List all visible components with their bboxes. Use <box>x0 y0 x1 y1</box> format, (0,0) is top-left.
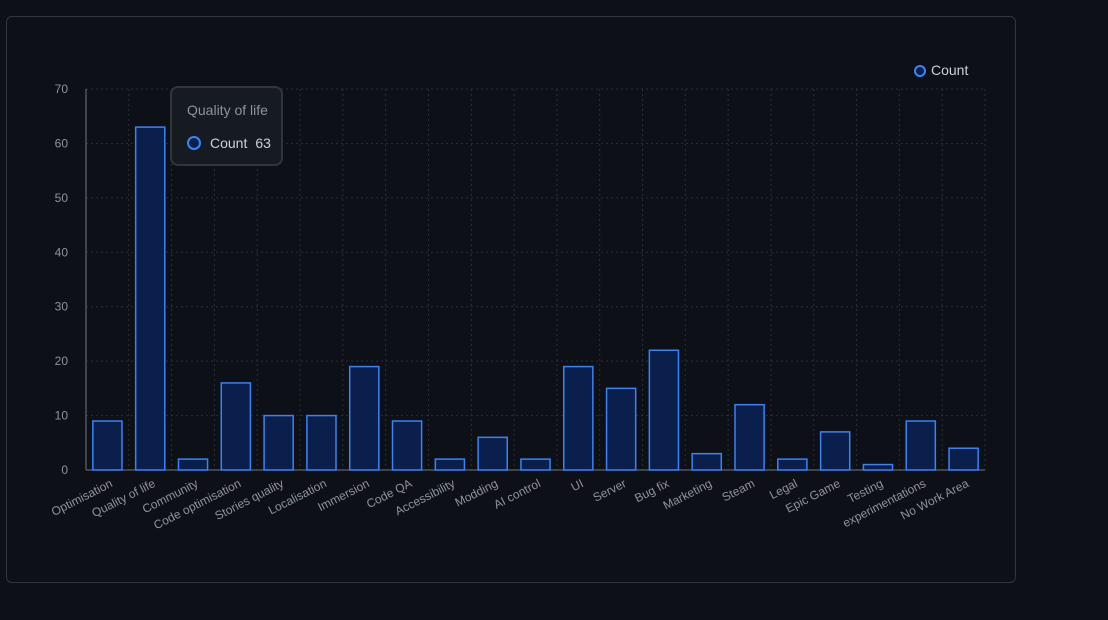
tooltip-value: 63 <box>255 135 271 151</box>
bar[interactable] <box>862 463 894 471</box>
bar[interactable] <box>648 349 680 471</box>
bar[interactable] <box>306 414 337 471</box>
tooltip-swatch <box>187 136 201 150</box>
y-tick-label: 70 <box>55 82 69 96</box>
bar[interactable] <box>92 420 123 471</box>
bar[interactable] <box>948 447 979 471</box>
legend[interactable]: Count <box>914 62 968 78</box>
bar[interactable] <box>348 365 380 471</box>
x-tick-label: Steam <box>720 476 757 504</box>
x-tick-label: Modding <box>453 476 500 509</box>
y-tick-label: 60 <box>55 136 69 150</box>
tooltip-row: Count 63 <box>187 135 281 151</box>
x-tick-label: Marketing <box>661 476 714 512</box>
y-tick-label: 20 <box>55 354 69 368</box>
y-tick-label: 10 <box>55 409 69 423</box>
bar[interactable] <box>134 126 166 471</box>
x-tick-label: AI control <box>491 476 543 511</box>
bar[interactable] <box>905 420 937 471</box>
tooltip-title: Quality of life <box>187 102 268 118</box>
bar[interactable] <box>819 431 851 471</box>
bar[interactable] <box>434 458 466 471</box>
bar[interactable] <box>520 458 551 471</box>
y-tick-label: 30 <box>55 300 69 314</box>
bar[interactable] <box>391 420 423 471</box>
x-tick-label: Server <box>591 476 629 505</box>
x-tick-label: UI <box>569 476 586 494</box>
tooltip-series-label: Count <box>210 135 248 151</box>
y-tick-label: 40 <box>55 245 69 259</box>
bar[interactable] <box>177 458 209 471</box>
y-tick-label: 50 <box>55 191 69 205</box>
bar[interactable] <box>691 452 723 471</box>
bar[interactable] <box>263 414 294 471</box>
bar[interactable] <box>220 382 252 471</box>
legend-swatch <box>914 65 926 77</box>
legend-label: Count <box>931 62 968 78</box>
grid <box>86 88 986 470</box>
y-tick-label: 0 <box>61 463 68 477</box>
bar[interactable] <box>734 403 765 471</box>
bar[interactable] <box>477 436 508 471</box>
bars[interactable] <box>92 126 979 471</box>
bar[interactable] <box>605 387 637 471</box>
bar[interactable] <box>777 458 808 471</box>
tooltip: Quality of life Count 63 <box>170 86 283 166</box>
bar[interactable] <box>563 365 594 471</box>
